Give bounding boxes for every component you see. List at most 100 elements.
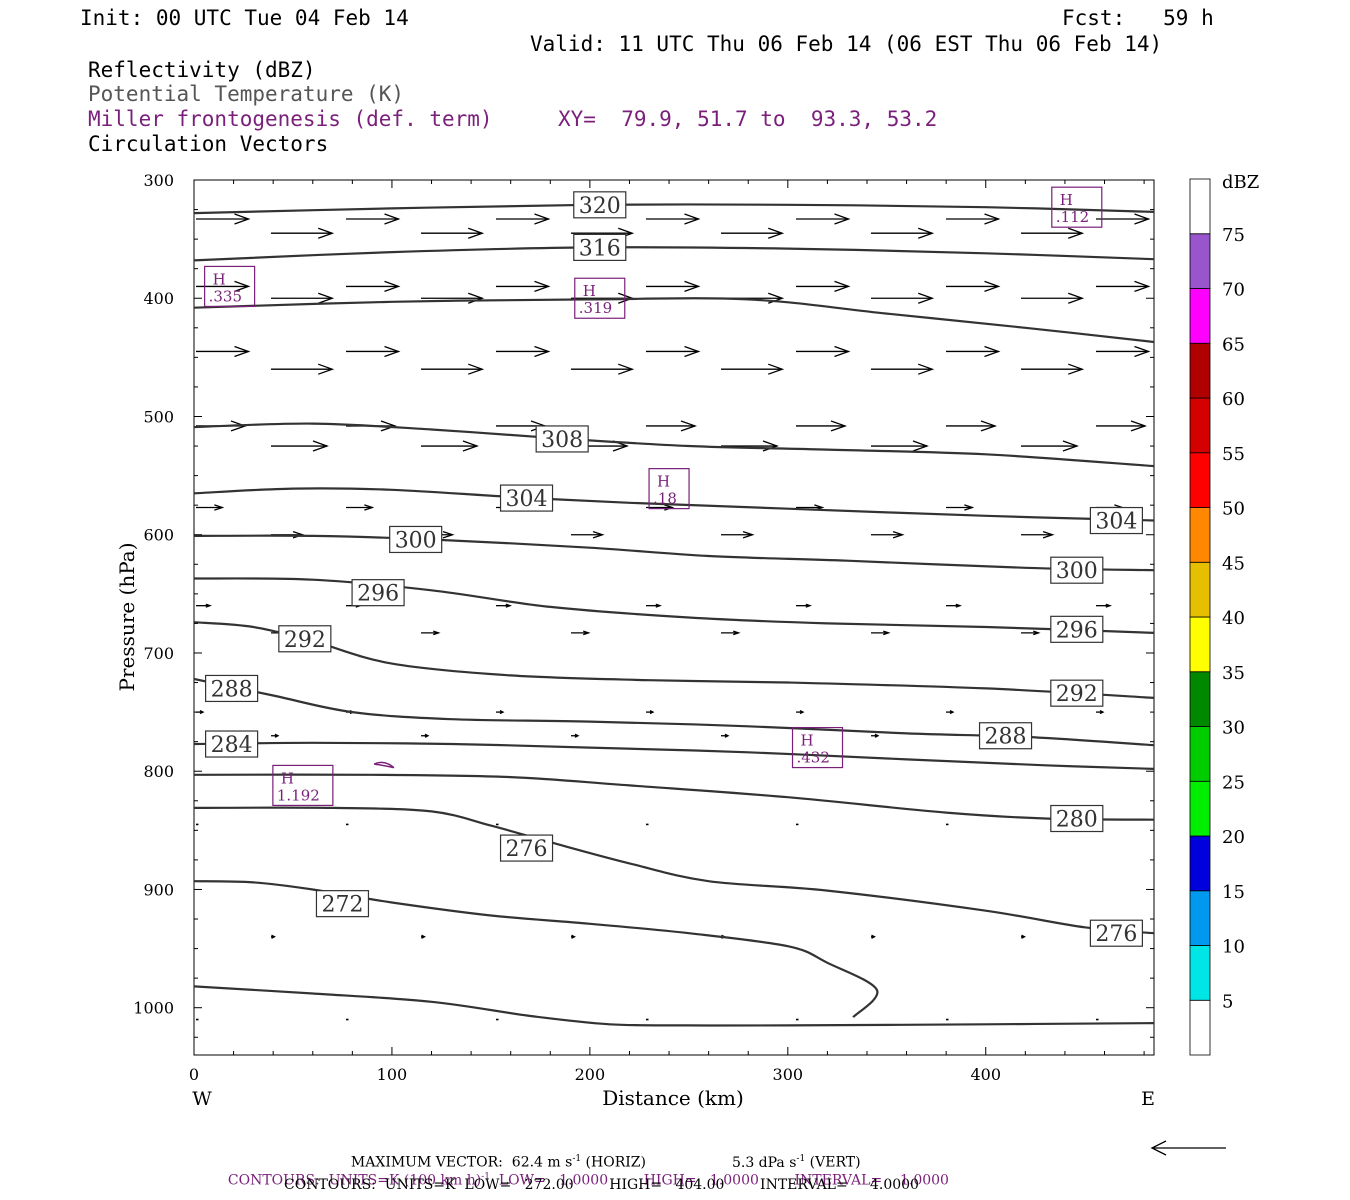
frontogenesis-max-value: 1.192 [277,786,320,804]
circulation-vector [946,504,975,511]
x-axis-label: Distance (km) [602,1086,744,1110]
circulation-vector [871,363,935,375]
colorbar-swatch [1189,178,1211,235]
vector-head [271,934,276,939]
circulation-vector [646,504,675,511]
circulation-vector [1021,363,1085,375]
y-tick-label: 700 [143,644,174,663]
colorbar-swatch [1189,890,1211,946]
vector-head [883,630,891,636]
contour-label-text: 288 [211,677,253,702]
vector-head [724,733,730,738]
frontogenesis-max: H.319 [574,277,626,319]
frontogenesis-max-value: .112 [1056,208,1089,226]
vector-head [955,603,962,608]
theta-contour-304 [194,487,1154,522]
contour-label: 296 [1050,615,1104,643]
circulation-vector [571,934,576,939]
vector-head [234,280,251,293]
vector-head [380,420,397,432]
vector-head [384,213,401,225]
vector-head [949,710,955,715]
circulation-vector [271,733,280,738]
frontogenesis-max-letter: H [583,282,596,300]
circulation-vector [496,603,512,608]
circulation-vector [1096,280,1151,293]
vector-head [892,530,905,539]
circulation-vector [721,630,741,636]
frontogenesis-max-letter: H [213,270,226,288]
contour-label-text: 292 [1056,682,1098,707]
contour-label-text: 316 [579,236,621,261]
colorbar-swatch [1189,671,1211,727]
vector-head [571,934,576,939]
contour-label-text: 304 [506,487,548,512]
vector-head [733,630,741,636]
circulation-vector [1096,710,1105,715]
colorbar-swatch [1189,288,1211,344]
colorbar-swatch [1189,452,1211,508]
contour-label-box [278,625,332,653]
frontogenesis-max-box [1051,186,1103,228]
contour-label: 288 [978,722,1033,750]
circulation-vector [646,710,655,715]
colorbar-label: 70 [1222,280,1245,301]
vector-head [918,292,935,304]
vector-head [318,227,335,239]
colorbar-label: 5 [1222,991,1233,1012]
circulation-vector [1021,440,1079,452]
frontogenesis-max-box [272,764,334,807]
vector-head [433,630,441,636]
vector-head [442,530,455,539]
colorbar-label: 15 [1222,882,1245,903]
valid-time: Valid: 11 UTC Thu 06 Feb 14 (06 EST Thu … [530,32,1163,56]
circulation-vector [646,345,701,358]
forecast-hour: Fcst: 59 h [1062,6,1214,30]
circulation-vector [871,934,876,939]
vector-head [618,363,635,375]
vector-head [534,280,551,293]
reflectivity-colorbar: 5 10 15 20 25 30 35 40 45 50 55 60 65 70 75 dBZ [1189,172,1259,1056]
colorbar-swatch [1189,780,1211,837]
circulation-vector [271,292,335,304]
frontogenesis-max-letter: H [1060,191,1073,209]
contour-label-box [573,233,627,261]
circulation-vector [421,733,430,738]
colorbar-label: 55 [1222,444,1245,465]
circulation-vector [871,440,929,452]
contour-label-text: 292 [284,628,326,653]
max-vector-vert: 5.3 dPa s [731,1154,797,1171]
vector-head [768,227,785,239]
x-tick-label: 300 [773,1065,804,1084]
frontogenesis-sliver [373,761,395,769]
vector-head [384,280,401,293]
contour-label: 300 [1050,556,1104,584]
field-circulation-vectors: Circulation Vectors [88,132,329,156]
circulation-vector [871,630,891,636]
y-tick-label: 300 [143,171,174,190]
circulation-vector [271,440,329,452]
contour-label: 276 [499,834,554,862]
contour-label-box [573,191,627,219]
y-tick-label: 600 [143,526,174,545]
circulation-vector [721,440,779,452]
contour-label-text: 320 [579,194,621,219]
circulation-vector [946,603,962,608]
theta-contour-268 [194,985,1154,1027]
circulation-vector [496,280,551,293]
theta-contour-316 [194,246,1154,262]
vector-head [1099,710,1105,715]
circulation-vector [196,504,225,511]
y-axis-label: Pressure (hPa) [115,543,139,692]
max-vector-horiz-tag: (HORIZ) [581,1154,646,1171]
circulation-vector [1096,345,1151,358]
circulation-vector [796,710,805,715]
contour-label-text: 296 [1056,618,1098,643]
circulation-vector [1021,292,1085,304]
circulation-vector [571,733,580,738]
circulation-vector [721,733,730,738]
frontogenesis-max-value: .18 [653,490,677,508]
y-tick-label: 400 [143,289,174,308]
vector-head [874,733,880,738]
